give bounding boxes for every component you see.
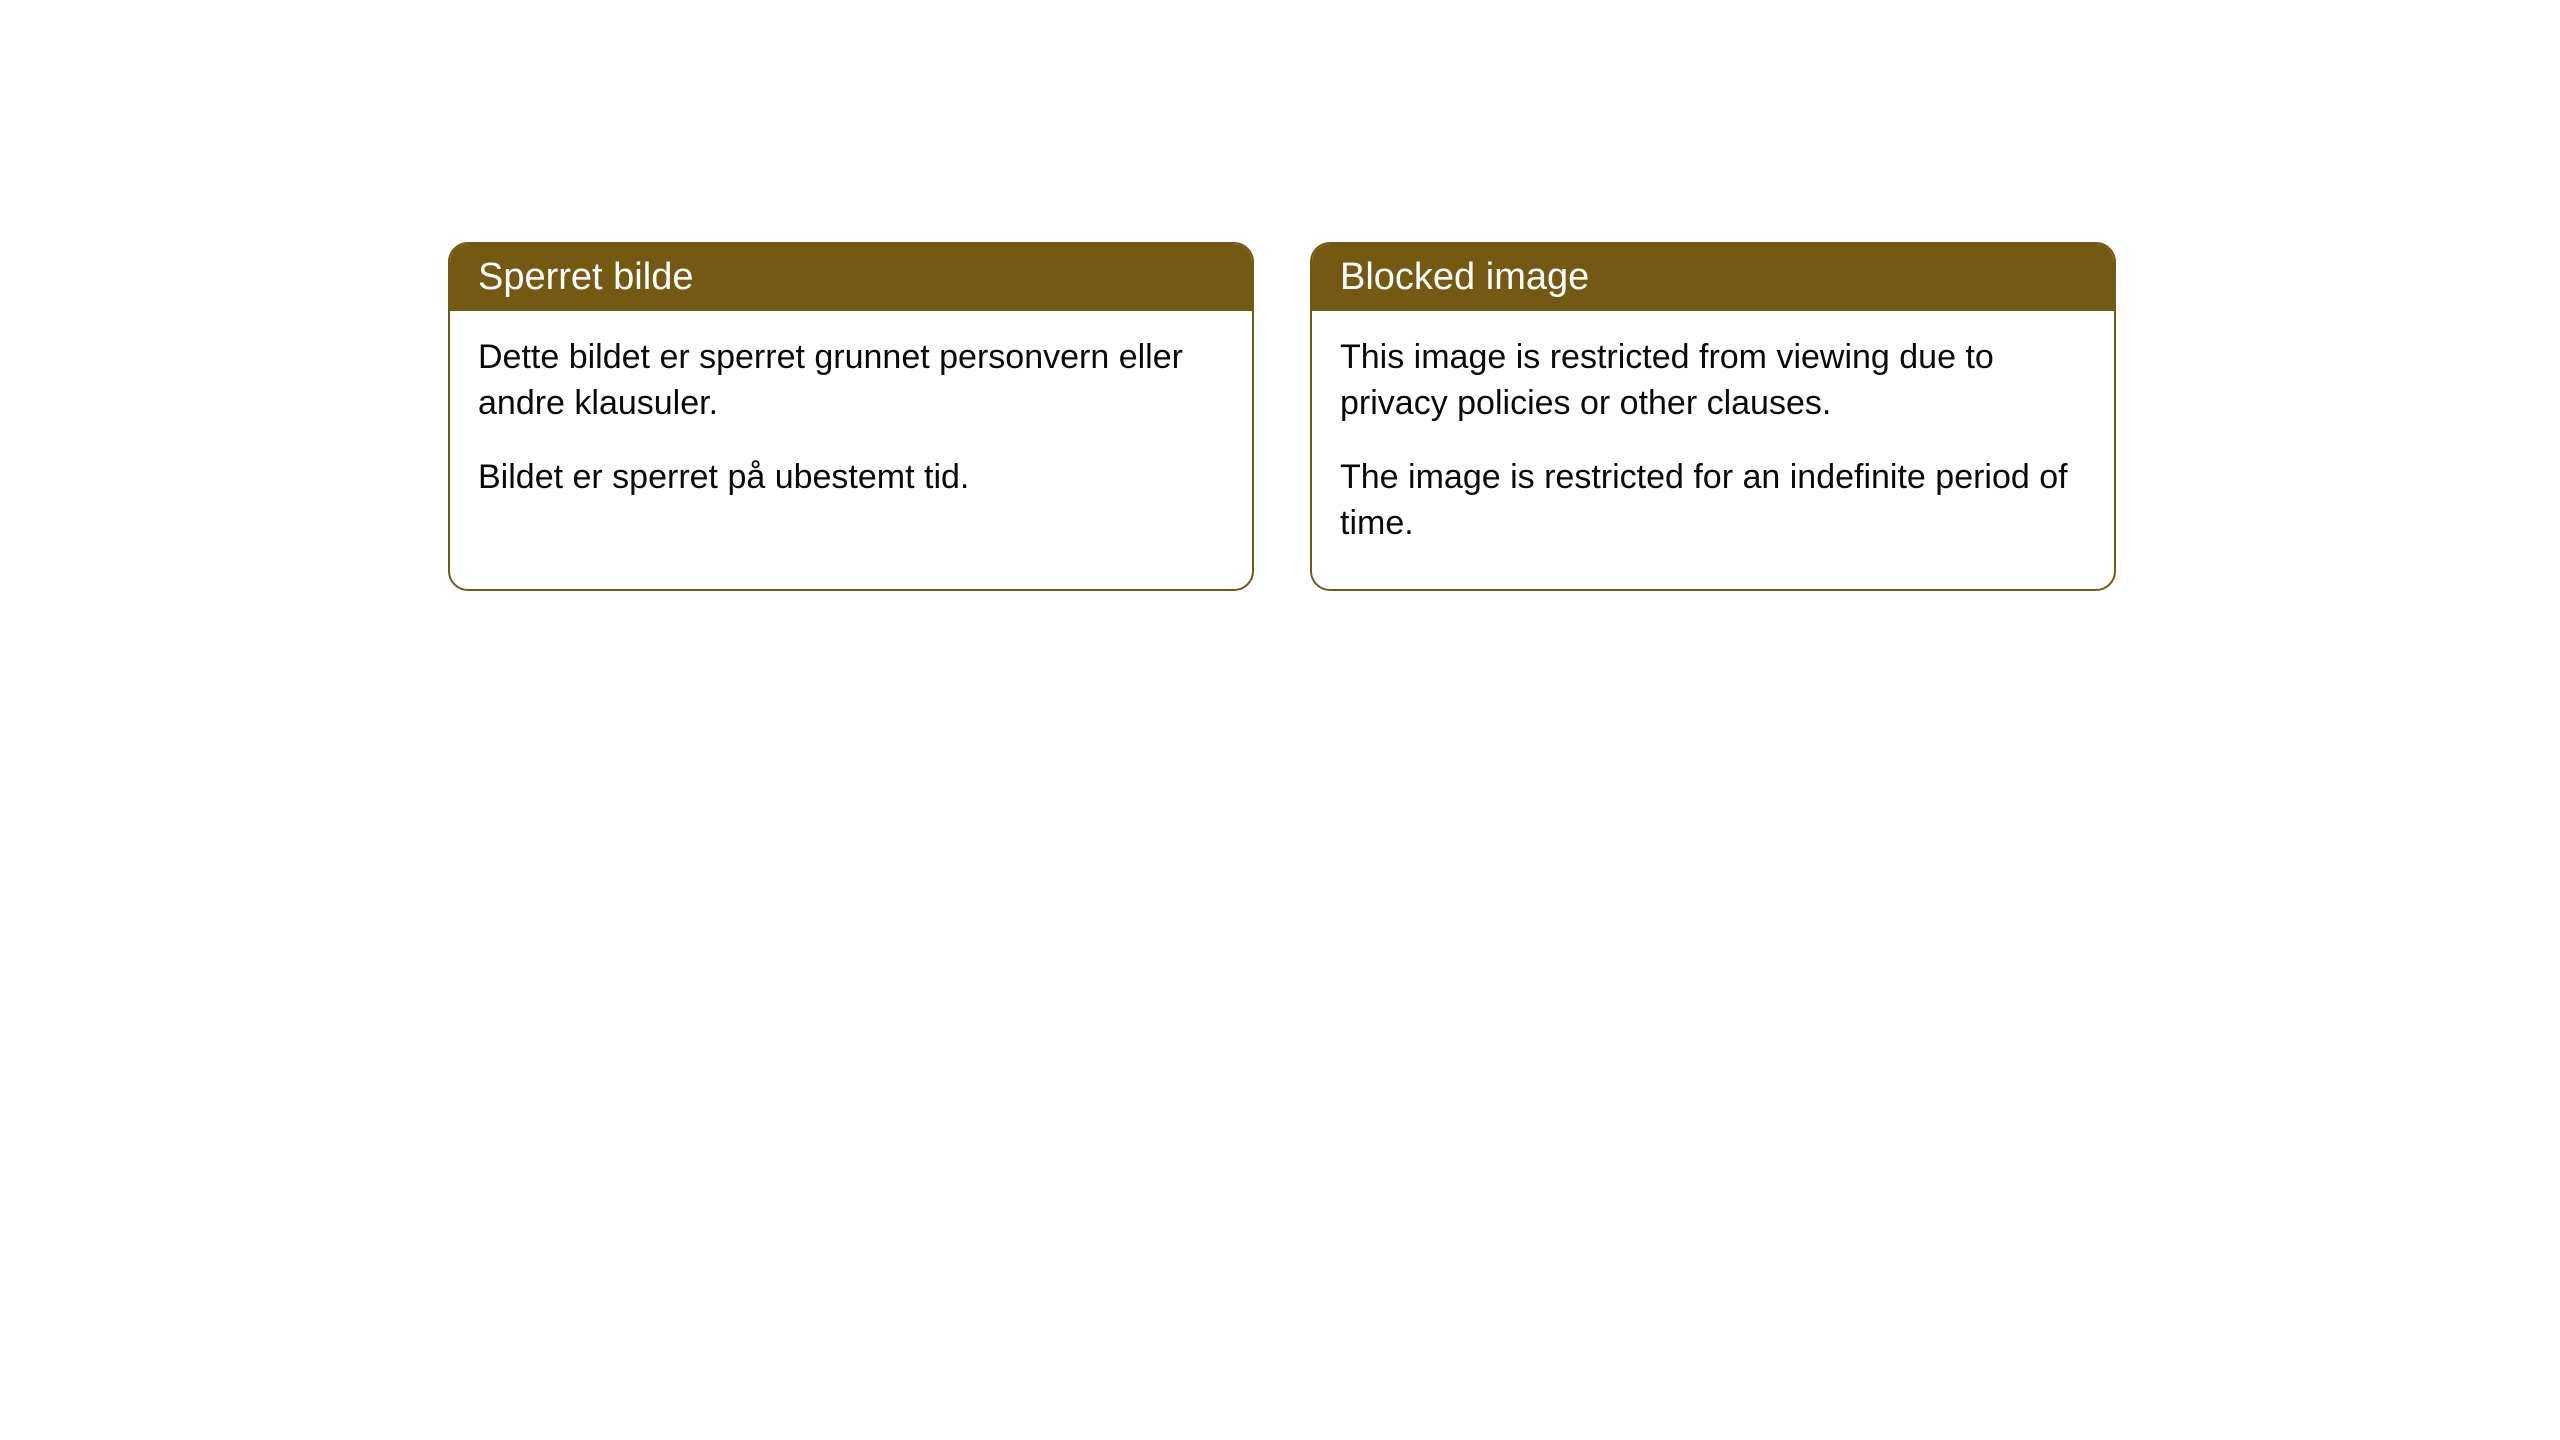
card-body-no: Dette bildet er sperret grunnet personve… [450,311,1252,543]
card-paragraph: Dette bildet er sperret grunnet personve… [478,335,1224,427]
notice-cards-container: Sperret bilde Dette bildet er sperret gr… [448,242,2116,591]
card-paragraph: This image is restricted from viewing du… [1340,335,2086,427]
card-paragraph: Bildet er sperret på ubestemt tid. [478,455,1224,501]
card-paragraph: The image is restricted for an indefinit… [1340,455,2086,547]
blocked-image-card-no: Sperret bilde Dette bildet er sperret gr… [448,242,1254,591]
blocked-image-card-en: Blocked image This image is restricted f… [1310,242,2116,591]
card-header-en: Blocked image [1312,244,2114,311]
card-body-en: This image is restricted from viewing du… [1312,311,2114,589]
card-header-no: Sperret bilde [450,244,1252,311]
